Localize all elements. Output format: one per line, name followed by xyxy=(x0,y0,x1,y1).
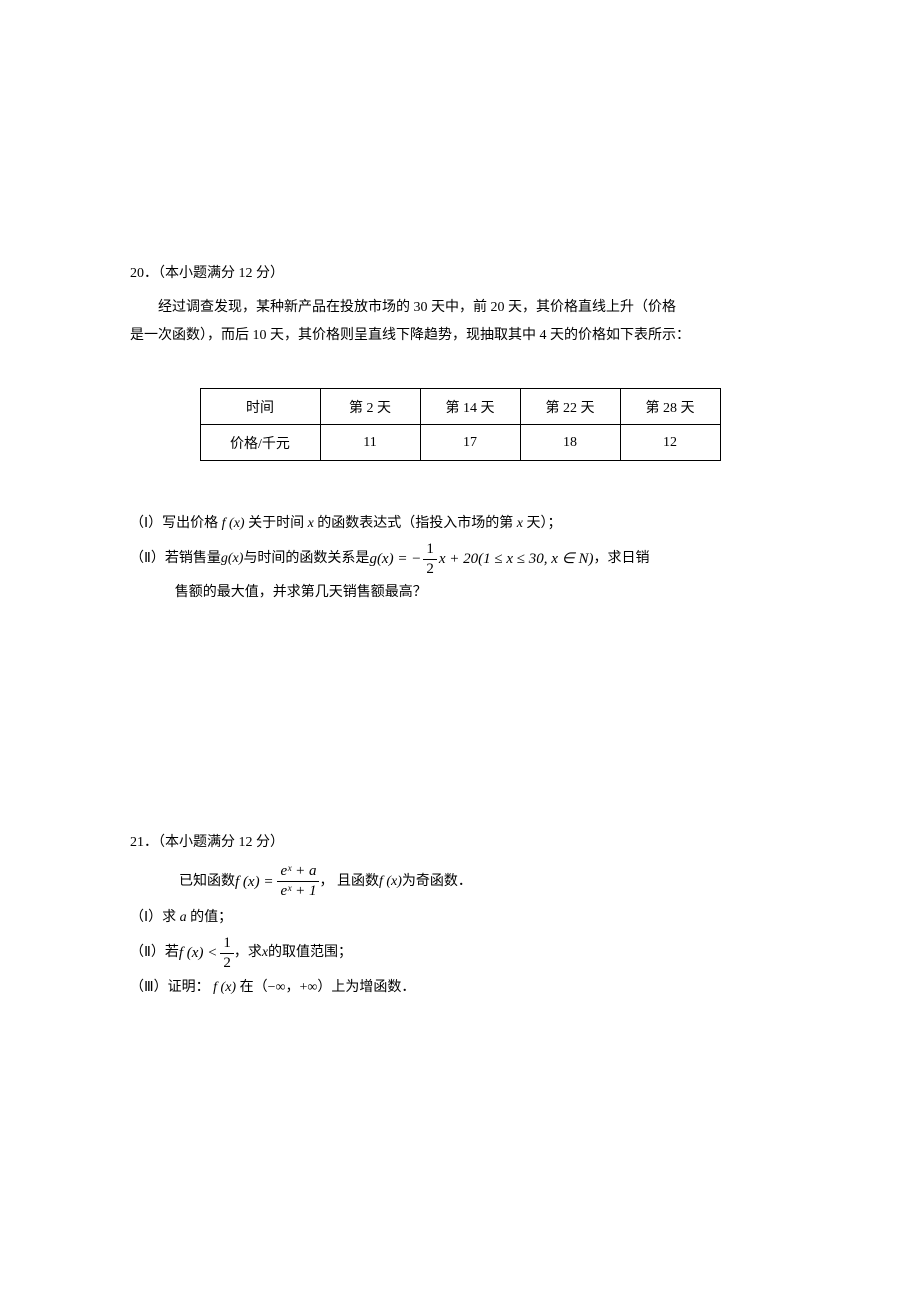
th-day2: 第 2 天 xyxy=(320,389,420,425)
q20-number: 20． xyxy=(130,266,158,281)
th-day14: 第 14 天 xyxy=(420,389,520,425)
q20-table-wrap: 时间 第 2 天 第 14 天 第 22 天 第 28 天 价格/千元 11 1… xyxy=(130,388,790,461)
q21-given: 已知函数 f (x) = eˣ + a eˣ + 1 ， 且函数 f (x) 为… xyxy=(130,861,790,903)
q20-para2: 是一次函数），而后 10 天，其价格则呈直线下降趋势，现抽取其中 4 天的价格如… xyxy=(130,322,790,350)
td-v2: 17 xyxy=(420,425,520,461)
math-fx-lt: f (x) < xyxy=(179,934,217,973)
td-v4: 12 xyxy=(620,425,720,461)
math-fraction: 12 xyxy=(423,542,437,577)
q21-number: 21． xyxy=(130,835,158,850)
q21-p1-label: （Ⅰ） xyxy=(130,910,162,925)
q21-points: （本小题满分 12 分） xyxy=(158,835,284,850)
table-row: 价格/千元 11 17 18 12 xyxy=(200,425,720,461)
th-day28: 第 28 天 xyxy=(620,389,720,425)
q20-p2-label: （Ⅱ） xyxy=(130,541,165,577)
math-a: a xyxy=(180,910,187,925)
q20-points: （本小题满分 12 分） xyxy=(158,266,284,281)
q20-part2-line1: （Ⅱ）若销售量 g(x) 与时间的函数关系是 g(x) = −12x + 20(… xyxy=(130,540,790,579)
math-fx: f (x) xyxy=(213,980,236,995)
math-formula-tail: x + 20(1 ≤ x ≤ 30, x ∈ N) xyxy=(439,540,594,579)
q21-p2-label: （Ⅱ） xyxy=(130,935,165,971)
q20-p1-label: （Ⅰ） xyxy=(130,516,162,531)
th-day22: 第 22 天 xyxy=(520,389,620,425)
spacer xyxy=(130,607,790,829)
td-v1: 11 xyxy=(320,425,420,461)
td-v3: 18 xyxy=(520,425,620,461)
q21-part1: （Ⅰ）求 a 的值； xyxy=(130,903,790,934)
q21-header: 21．（本小题满分 12 分） xyxy=(130,829,790,857)
math-fx: f (x) xyxy=(379,862,402,901)
q20-para1: 经过调查发现，某种新产品在投放市场的 30 天中，前 20 天，其价格直线上升（… xyxy=(130,294,790,322)
q20-part2-line2: 售额的最大值，并求第几天销售额最高？ xyxy=(130,579,790,607)
math-formula-lead: g(x) = − xyxy=(369,540,421,579)
q21-part2: （Ⅱ）若 f (x) <12，求 x 的取值范围； xyxy=(130,934,790,973)
td-price-label: 价格/千元 xyxy=(200,425,320,461)
math-fraction: 12 xyxy=(220,936,234,971)
math-fraction: eˣ + a eˣ + 1 xyxy=(277,864,319,899)
math-gx: g(x) xyxy=(221,541,244,577)
th-time: 时间 xyxy=(200,389,320,425)
q21-part3: （Ⅲ）证明： f (x) 在（−∞，+∞）上为增函数． xyxy=(130,973,790,1004)
math-fx: f (x) xyxy=(222,516,245,531)
q20-table: 时间 第 2 天 第 14 天 第 22 天 第 28 天 价格/千元 11 1… xyxy=(200,388,721,461)
q20-part1: （Ⅰ）写出价格 f (x) 关于时间 x 的函数表达式（指投入市场的第 x 天）… xyxy=(130,509,790,540)
q20-header: 20．（本小题满分 12 分） xyxy=(130,260,790,288)
q21-p3-label: （Ⅲ） xyxy=(130,980,168,995)
math-formula-lead: f (x) = xyxy=(235,861,273,903)
table-row: 时间 第 2 天 第 14 天 第 22 天 第 28 天 xyxy=(200,389,720,425)
